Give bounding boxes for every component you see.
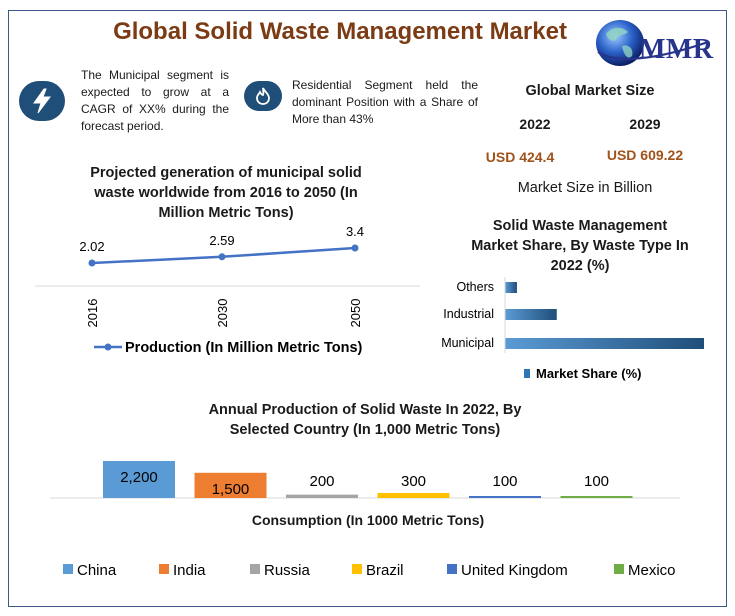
share-chart-title: Solid Waste Management Market Share, By …: [471, 218, 689, 274]
legend-label: Production (In Million Metric Tons): [125, 340, 363, 356]
legend-label-united-kingdom: United Kingdom: [461, 562, 568, 579]
legend-swatch-mexico: [614, 564, 624, 574]
year-2022: 2022: [519, 116, 551, 132]
data-label: 100: [584, 473, 609, 490]
x-tick-label: 2016: [85, 299, 100, 328]
page-title: Global Solid Waste Management Market: [113, 18, 567, 45]
y-tick-label: Industrial: [443, 307, 494, 321]
infographic-frame: [8, 10, 727, 607]
lightning-icon: [19, 81, 65, 121]
value-2029: USD 609.22: [606, 147, 684, 163]
data-label: 100: [492, 473, 517, 490]
mmr-logo: [596, 20, 709, 66]
bar-municipal: [505, 338, 704, 349]
value-2022: USD 424.4: [485, 149, 555, 165]
data-label: 1,500: [212, 481, 250, 498]
year-2029: 2029: [629, 116, 661, 132]
data-label: 2.02: [79, 239, 104, 254]
bar-china: [103, 461, 175, 498]
legend-swatch-india: [159, 564, 169, 574]
data-point: [218, 253, 226, 261]
legend-marker: [104, 343, 112, 351]
municipal-note: The Municipal segment is expected to gro…: [81, 68, 229, 133]
data-label: 3.4: [346, 224, 364, 239]
bar-industrial: [505, 309, 557, 320]
legend-swatch-russia: [250, 564, 260, 574]
bar-india: [194, 472, 267, 498]
bar-others: [505, 282, 517, 293]
legend-swatch-united-kingdom: [447, 564, 457, 574]
market-size-title: Global Market Size: [525, 83, 655, 99]
bar-russia: [286, 494, 358, 498]
line-chart-title: Projected generation of municipal solid …: [90, 165, 362, 221]
legend-label-russia: Russia: [264, 562, 311, 579]
bar-mexico: [560, 496, 633, 498]
legend-label-mexico: Mexico: [628, 562, 676, 579]
bar-brazil: [377, 492, 450, 498]
residential-note: Residential Segment held the dominant Po…: [292, 78, 478, 126]
legend-swatch: [524, 369, 530, 378]
country-chart-title: Annual Production of Solid Waste In 2022…: [208, 402, 522, 438]
data-point: [88, 259, 96, 267]
data-label: 200: [309, 473, 334, 490]
logo-text: MMR: [639, 34, 714, 65]
x-tick-label: 2050: [348, 299, 363, 328]
y-tick-label: Others: [456, 280, 494, 294]
legend-label-brazil: Brazil: [366, 562, 404, 579]
data-label: 300: [401, 473, 426, 490]
legend-label-india: India: [173, 562, 206, 579]
data-label: 2.59: [209, 233, 234, 248]
legend-swatch-china: [63, 564, 73, 574]
flame-icon: [244, 81, 282, 111]
bar-united-kingdom: [469, 496, 541, 498]
x-tick-label: 2030: [215, 299, 230, 328]
y-tick-label: Municipal: [441, 336, 494, 350]
legend-label-china: China: [77, 562, 117, 579]
legend-swatch-brazil: [352, 564, 362, 574]
data-label: 2,200: [120, 469, 158, 486]
legend-label: Market Share (%): [536, 366, 641, 381]
market-size-caption: Market Size in Billion: [517, 180, 653, 196]
country-chart-xlabel: Consumption (In 1000 Metric Tons): [251, 512, 485, 528]
data-point: [351, 244, 359, 252]
